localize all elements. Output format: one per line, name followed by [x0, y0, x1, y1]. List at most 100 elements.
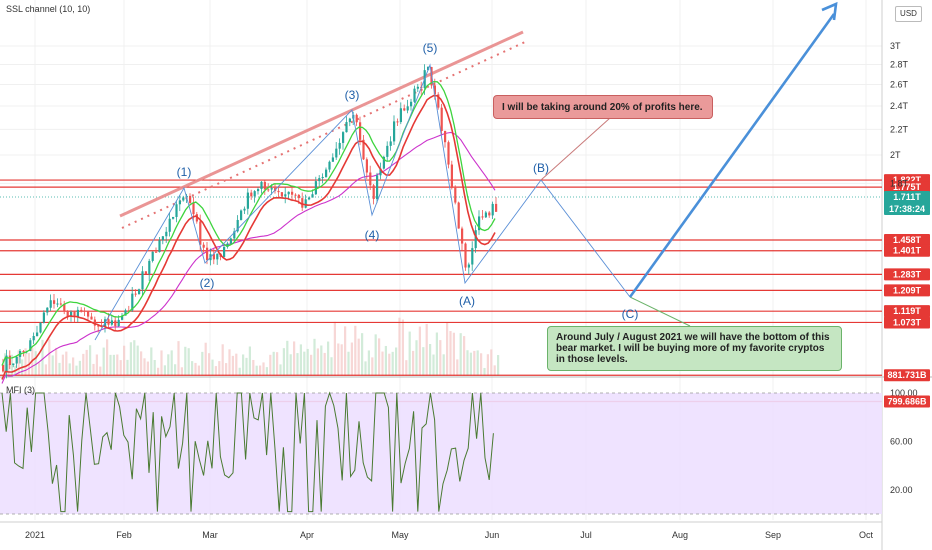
price-tick-label: 2.2T — [890, 124, 909, 134]
volume-bar — [201, 351, 204, 376]
candle — [447, 142, 450, 165]
candle — [253, 191, 256, 197]
countdown-label: 17:38:24 — [889, 204, 925, 214]
volume-bars — [4, 317, 500, 376]
volume-bar — [480, 353, 483, 376]
projection-arrowhead — [821, 1, 838, 21]
volume-bar — [150, 347, 153, 376]
candle — [155, 251, 158, 253]
candle — [178, 200, 181, 205]
volume-bar — [177, 341, 180, 376]
volume-bar — [323, 352, 326, 376]
volume-bar — [221, 344, 224, 376]
volume-bar — [58, 362, 61, 376]
wave-label: (4) — [365, 228, 380, 242]
volume-bar — [119, 360, 122, 376]
volume-bar — [333, 321, 336, 376]
candle — [216, 253, 219, 260]
volume-bar — [31, 347, 34, 376]
candle — [389, 141, 392, 146]
candle — [240, 210, 243, 220]
price-tick-label: 1.8T — [890, 178, 909, 188]
candle — [291, 191, 294, 195]
candle — [362, 139, 365, 160]
volume-bar — [340, 344, 343, 376]
candle — [161, 236, 164, 241]
volume-bar — [68, 363, 71, 376]
currency-badge[interactable]: USD — [895, 6, 922, 22]
mfi-tick-label: 100.00 — [890, 388, 918, 398]
time-tick-label: Feb — [116, 530, 132, 540]
volume-bar — [422, 347, 425, 376]
volume-bar — [476, 350, 479, 376]
candle — [444, 130, 447, 143]
candle — [151, 251, 154, 261]
candle — [168, 218, 171, 232]
volume-bar — [129, 342, 132, 376]
candle — [338, 142, 341, 149]
volume-bar — [163, 365, 166, 376]
volume-bar — [381, 351, 384, 376]
volume-bar — [248, 346, 251, 376]
volume-bar — [99, 366, 102, 376]
candle — [471, 248, 474, 265]
volume-bar — [204, 342, 207, 376]
profit-callout-line — [540, 117, 611, 181]
volume-bar — [72, 357, 75, 376]
volume-bar — [452, 332, 455, 376]
candle — [260, 181, 263, 190]
candle — [484, 212, 487, 218]
level-price-tag — [884, 316, 930, 329]
volume-bar — [306, 348, 309, 376]
trendlines — [119, 30, 526, 229]
mfi-tick-label: 20.00 — [890, 485, 913, 495]
volume-bar — [140, 351, 143, 376]
candle — [318, 178, 321, 182]
current-price-label: 1.711T — [893, 192, 921, 202]
profit-note: I will be taking around 20% of profits h… — [493, 95, 713, 119]
candle — [277, 190, 280, 193]
candle — [413, 88, 416, 102]
candle — [107, 319, 110, 325]
level-price-label: 1.458T — [893, 235, 922, 245]
volume-bar — [187, 348, 190, 376]
candle — [134, 293, 137, 295]
volume-bar — [48, 339, 51, 376]
price-tick-label: 2.6T — [890, 79, 909, 89]
volume-bar — [191, 361, 194, 376]
wave-label: (C) — [622, 307, 639, 321]
volume-bar — [61, 354, 64, 376]
volume-bar — [415, 340, 418, 376]
volume-bar — [357, 338, 360, 376]
candle — [39, 322, 42, 333]
candle — [450, 164, 453, 188]
candle — [369, 172, 372, 186]
volume-bar — [153, 359, 156, 376]
candle — [97, 325, 100, 327]
volume-bar — [418, 326, 421, 376]
volume-bar — [347, 351, 350, 376]
candle — [287, 191, 290, 195]
candle — [199, 221, 202, 245]
volume-bar — [286, 340, 289, 376]
volume-bar — [211, 359, 214, 376]
volume-bar — [41, 339, 44, 376]
volume-bar — [296, 353, 299, 376]
candle — [488, 212, 491, 216]
mfi-panel: 100.00 60.00 20.00 — [0, 388, 918, 515]
volume-bar — [279, 364, 282, 376]
candle — [474, 230, 477, 249]
wave-label: (B) — [533, 161, 549, 175]
mfi-label: MFI (3) — [6, 385, 35, 395]
projection-arrow — [628, 1, 838, 298]
level-price-tag — [884, 284, 930, 297]
candle — [236, 219, 239, 232]
level-price-label: 1.283T — [893, 269, 922, 279]
volume-bar — [17, 350, 20, 376]
volume-bar — [388, 353, 391, 376]
volume-bar — [344, 326, 347, 376]
candle — [49, 300, 52, 308]
volume-bar — [330, 357, 333, 376]
volume-bar — [170, 350, 173, 376]
